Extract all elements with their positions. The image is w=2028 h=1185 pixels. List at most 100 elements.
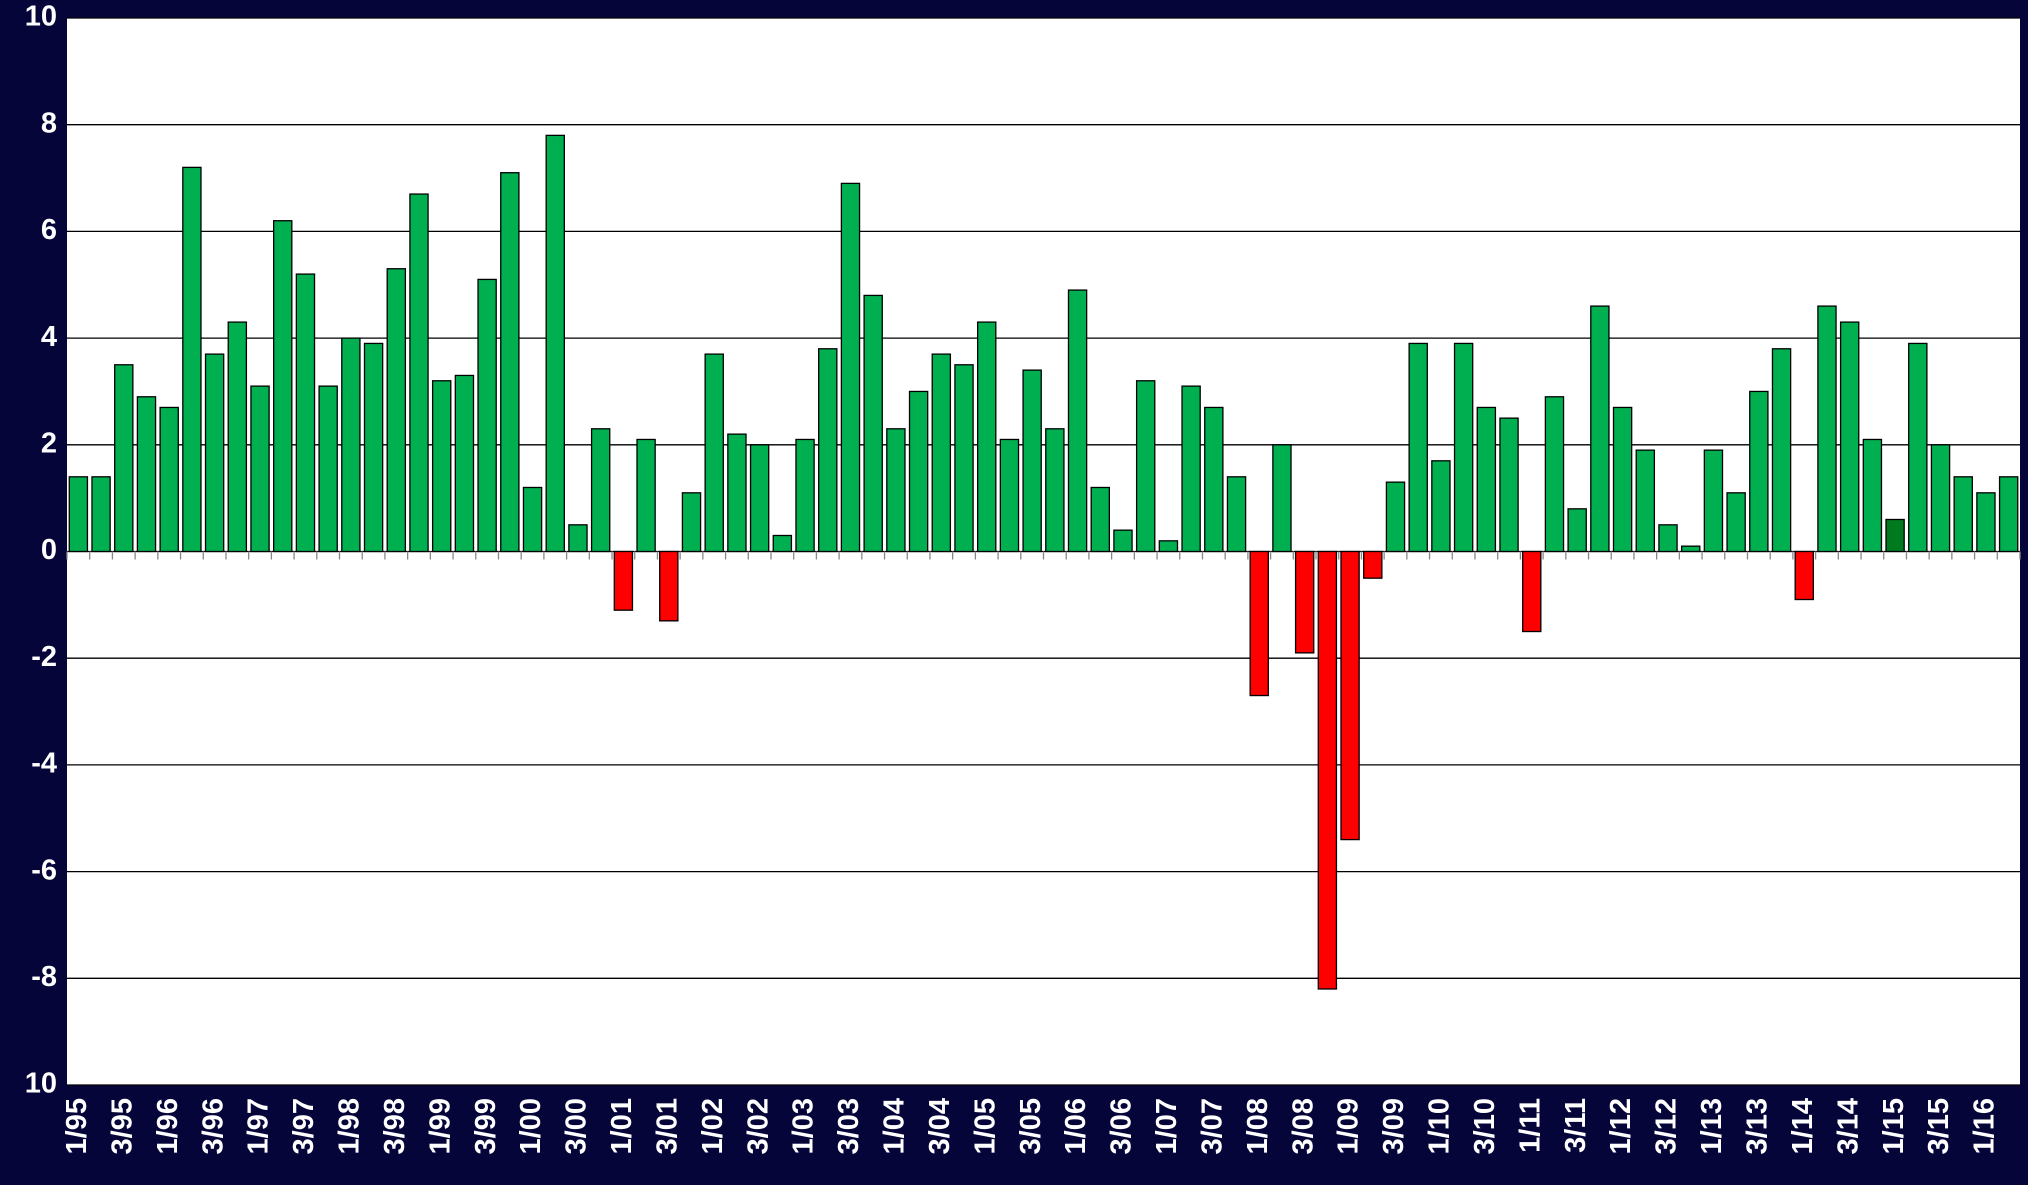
x-tick-label: 1/08 [1242,1098,1274,1154]
bar [613,550,634,611]
bar [1363,550,1383,579]
x-tick-label: 1/04 [879,1098,911,1154]
x-tick-label: 3/96 [197,1098,229,1154]
bar [1294,550,1315,654]
x-tick-label: 3/07 [1196,1098,1228,1154]
x-tick-label: 1/02 [697,1098,729,1154]
bar [1862,438,1883,553]
x-tick-label: 1/99 [424,1098,456,1154]
x-tick-label: 1/09 [1333,1098,1365,1154]
bar [1839,321,1860,553]
bar [999,438,1020,553]
x-tick-label: 1/98 [334,1098,366,1154]
bar [114,364,134,553]
x-tick-label: 1/95 [61,1098,93,1154]
bar [250,385,270,553]
x-tick-label: 1/01 [606,1098,638,1154]
x-tick-label: 1/11 [1514,1098,1546,1153]
bar [91,476,111,553]
bar [886,428,906,553]
bar [273,220,293,553]
x-tick-label: 3/10 [1469,1098,1501,1154]
x-tick-label: 1/05 [969,1098,1001,1154]
bar [976,321,997,553]
bar [431,380,452,553]
bar [1976,492,1996,553]
bar [1567,508,1587,553]
bar [477,278,497,553]
bar [204,353,225,553]
bar [227,321,248,553]
bar [1953,476,1973,553]
bar [409,193,429,553]
x-tick-label: 3/98 [379,1098,411,1154]
bar [1908,342,1928,553]
bar [1522,550,1542,633]
bar [863,294,883,553]
bar [1045,428,1065,553]
bar [318,385,338,553]
x-tick-label: 3/97 [288,1098,320,1154]
x-tick-label: 3/14 [1832,1098,1864,1154]
y-tick-label: -2 [31,641,57,673]
y-tick-label: 8 [41,107,57,139]
bar [1453,342,1474,553]
y-tick-label: 4 [41,321,57,353]
y-tick-label: 10 [25,1,57,33]
x-tick-label: 3/02 [742,1098,774,1154]
bar [1113,529,1133,553]
bar [840,182,861,553]
bar [295,273,316,553]
x-tick-label: 3/95 [106,1098,138,1154]
bar [727,433,747,553]
x-tick-label: 3/03 [833,1098,865,1154]
bar [68,476,89,553]
bar [1158,540,1179,553]
y-tick-label: 2 [41,427,57,459]
bar [1476,406,1497,553]
bar [1817,305,1837,553]
bar [1930,444,1951,553]
y-tick-label: 6 [41,214,57,246]
x-tick-label: 1/13 [1696,1098,1728,1154]
x-tick-label: 3/11 [1560,1098,1592,1153]
x-tick-label: 3/06 [1106,1098,1138,1154]
x-tick-label: 1/96 [152,1098,184,1154]
x-tick-label: 1/14 [1787,1098,1819,1154]
bar [1272,444,1292,553]
x-tick-label: 3/08 [1287,1098,1319,1154]
bar [1499,417,1519,553]
bar [1408,342,1428,553]
bar [704,353,724,553]
bar [1431,460,1451,553]
bar [1726,492,1746,553]
bar [1090,486,1111,553]
bar [1135,380,1156,553]
bar [590,428,611,553]
bar [1794,550,1814,601]
x-tick-label: 1/00 [515,1098,547,1154]
bar [1067,289,1088,553]
bar [159,406,179,553]
bar [386,268,407,553]
bar [1385,481,1406,553]
x-tick-label: 1/03 [788,1098,820,1154]
x-tick-label: 3/15 [1923,1098,1955,1154]
bar [1226,476,1247,553]
bar [1317,550,1338,990]
x-tick-label: 3/00 [561,1098,593,1154]
bar [772,534,793,553]
bar [545,134,565,553]
x-tick-label: 3/04 [924,1098,956,1154]
bar [1771,348,1792,553]
bar [500,172,520,553]
bar [636,438,656,553]
bar [681,492,702,553]
bar [341,337,361,553]
x-tick-label: 1/10 [1424,1098,1456,1154]
bar [363,342,384,553]
bar [1703,449,1724,553]
y-tick-label: 0 [41,534,57,566]
bar [749,444,770,553]
